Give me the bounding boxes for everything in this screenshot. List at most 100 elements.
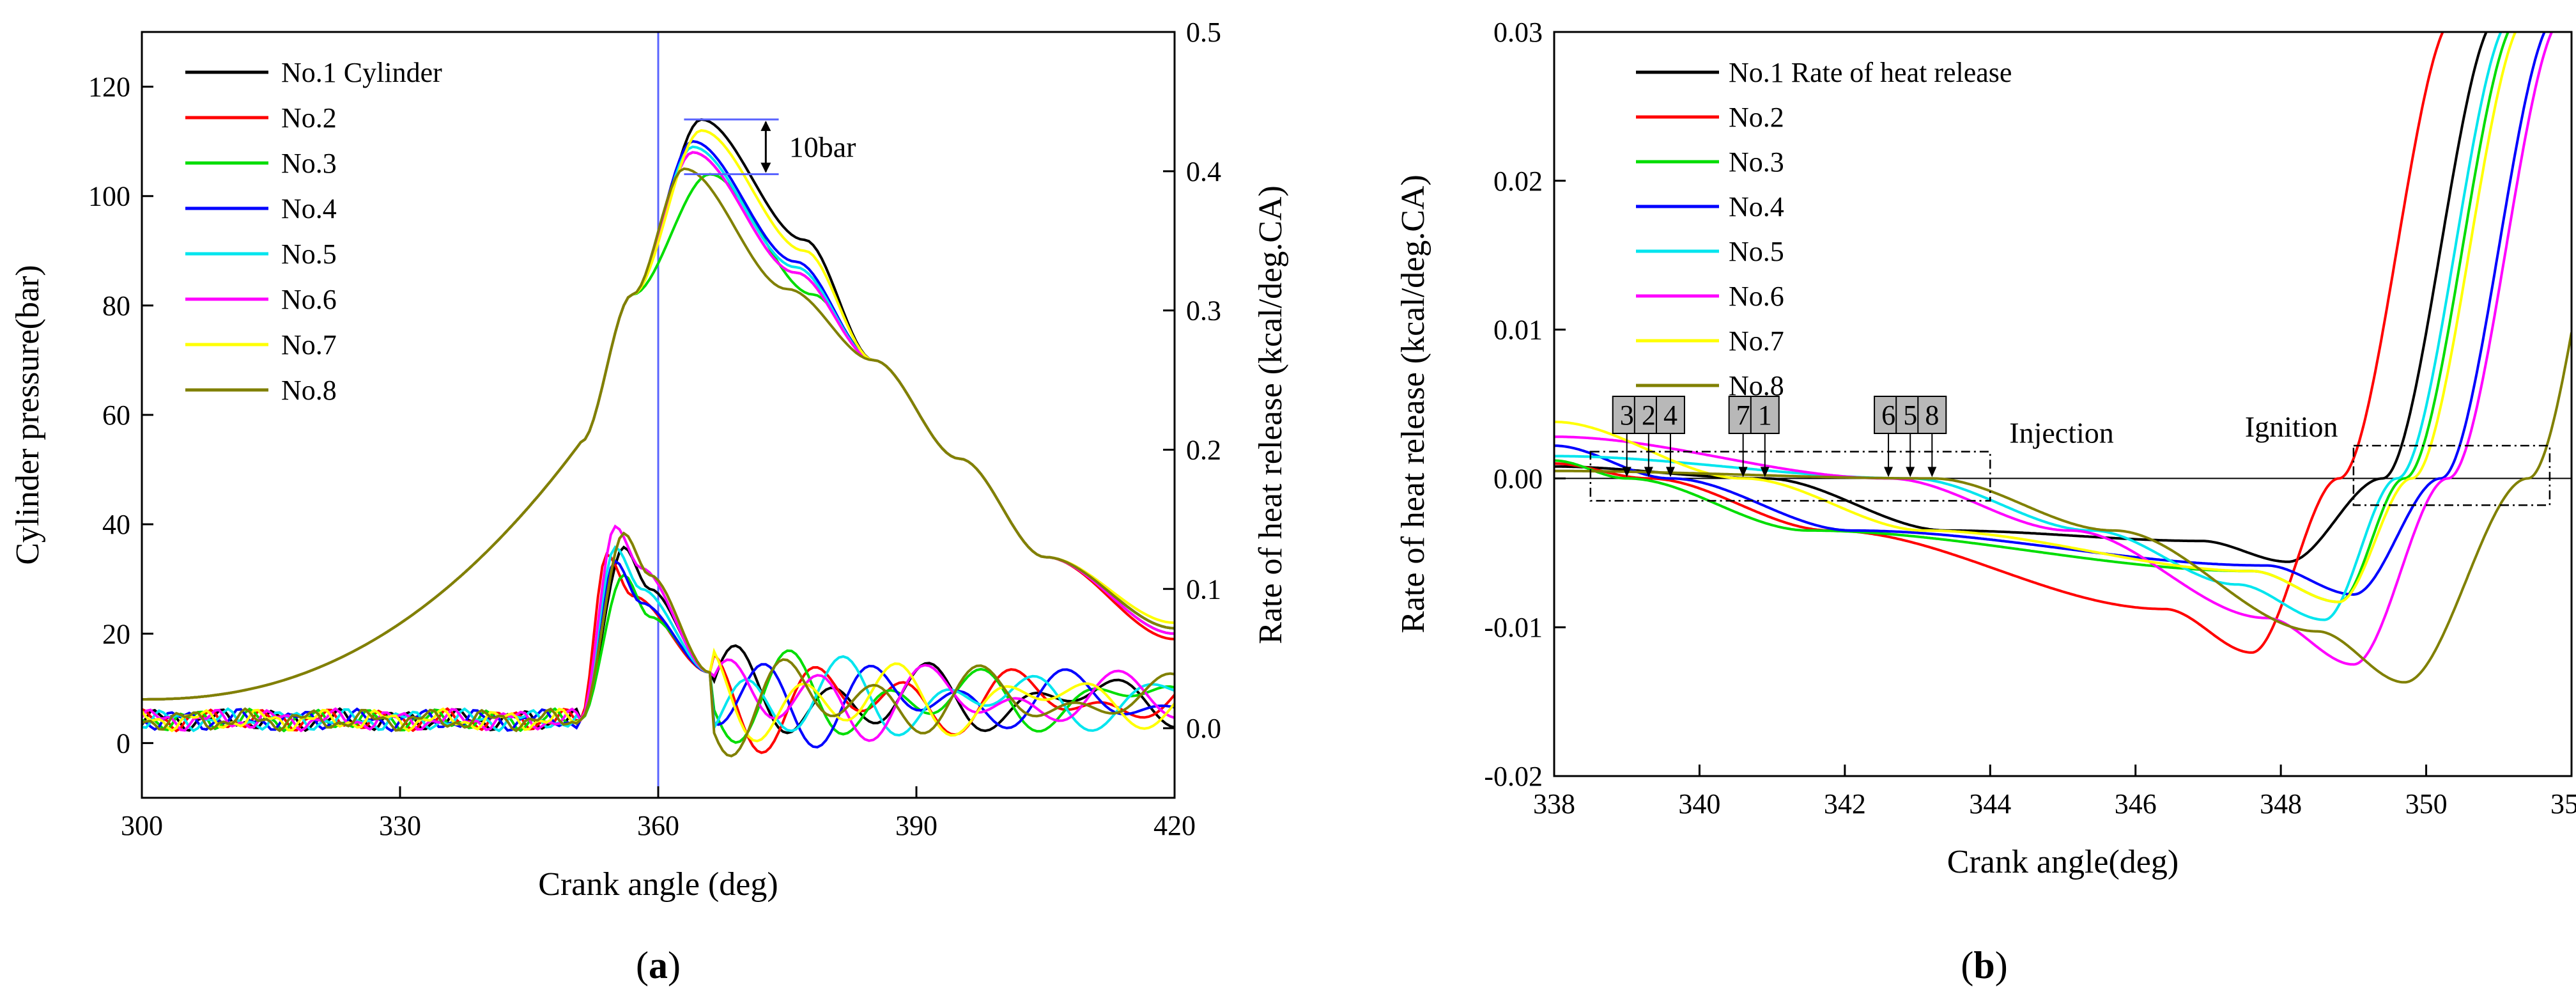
chart-b-marker-box-4 <box>1655 396 1685 434</box>
chart-b-marker-arrowhead-3 <box>1622 467 1631 478</box>
chart-b-xtick-label: 348 <box>2260 788 2302 820</box>
chart-b-marker-label-5: 5 <box>1903 400 1917 431</box>
chart-a-legend-label-6: No.6 <box>281 284 337 315</box>
chart-a-xtick-label: 300 <box>121 810 163 841</box>
chart-b-xtick-label: 342 <box>1824 788 1866 820</box>
chart-a-xlabel: Crank angle (deg) <box>538 866 778 903</box>
chart-a-ytick-label: 100 <box>88 181 130 212</box>
chart-b-legend-label-2: No.2 <box>1729 102 1784 133</box>
chart-b-hrr-line-5 <box>1554 32 2503 621</box>
chart-b-legend-label-1: No.1 Rate of heat release <box>1729 57 2012 88</box>
chart-b-ytick-label: 0.00 <box>1493 463 1543 494</box>
chart-a: 10bar 300 330 360 390 420 0 20 40 60 80 100 120 0.0 0… <box>10 17 1289 986</box>
chart-b-marker-arrowhead-5 <box>1906 467 1915 478</box>
chart-b-plot-area <box>1554 32 2572 684</box>
chart-b-region-box-2 <box>2352 444 2551 506</box>
chart-a-hrr-line-8 <box>142 531 1175 758</box>
chart-b-marker-label-8: 8 <box>1925 400 1939 431</box>
chart-b-marker-label-3: 3 <box>1620 400 1634 431</box>
chart-b-ytick-label: 0.01 <box>1493 315 1543 346</box>
chart-a-ylabel: Cylinder pressure(bar) <box>10 265 46 564</box>
chart-b-xtick-label: 350 <box>2405 788 2448 820</box>
chart-b-hrr-line-2 <box>1554 32 2444 654</box>
chart-a-annot-arrow-head-up <box>760 120 771 131</box>
chart-b-legend-label-7: No.7 <box>1729 325 1784 357</box>
chart-a-ytick-label: 60 <box>102 400 130 431</box>
chart-b-legend-label-5: No.5 <box>1729 236 1784 267</box>
svg-text:(a): (a) <box>636 944 681 986</box>
chart-b-marker-label-1: 1 <box>1758 400 1772 431</box>
chart-b-marker-arrowhead-7 <box>1738 467 1748 478</box>
chart-b-marker-arrowhead-4 <box>1665 467 1675 478</box>
svg-text:(b): (b) <box>1961 944 2007 986</box>
chart-b-marker-label-7: 7 <box>1736 400 1750 431</box>
chart-a-xtick-label: 330 <box>379 810 421 841</box>
chart-a-ytick-label: 40 <box>102 509 130 540</box>
chart-b-ylabel: Rate of heat release (kcal/deg.CA) <box>1395 175 1431 634</box>
chart-b-region-label-1: Injection <box>2009 416 2114 449</box>
chart-b-hrr-line-7 <box>1554 32 2517 603</box>
chart-a-ytick-label: 80 <box>102 290 130 322</box>
chart-b-hrr-line-4 <box>1554 32 2546 596</box>
chart-b-marker-label-2: 2 <box>1642 400 1656 431</box>
chart-a-plot-area <box>142 32 1175 798</box>
chart-b-ytick-label: 0.03 <box>1493 17 1543 48</box>
chart-b-marker-box-8 <box>1917 396 1947 434</box>
chart-b-ytick-label: -0.01 <box>1484 612 1543 643</box>
chart-a-y2tick-label: 0.3 <box>1186 295 1221 327</box>
chart-b-xtick-label: 352 <box>2550 788 2576 820</box>
chart-b-xtick-label: 346 <box>2115 788 2157 820</box>
chart-b-hrr-line-1 <box>1554 32 2488 563</box>
chart-a-legend-label-5: No.5 <box>281 238 337 270</box>
chart-a-annot-arrow-head-down <box>760 162 771 173</box>
chart-b-marker-arrowhead-6 <box>1884 467 1893 478</box>
chart-b-ytick-label: -0.02 <box>1484 761 1543 792</box>
chart-b-marker-box-1 <box>1750 396 1780 434</box>
chart-a-y2tick-label: 0.4 <box>1186 156 1221 187</box>
chart-b-region-box-1 <box>1589 451 1991 502</box>
chart-b-xlabel: Crank angle(deg) <box>1947 844 2179 880</box>
chart-a-panel-label: (a) <box>636 944 681 986</box>
chart-a-annotations: 10bar <box>684 118 856 175</box>
chart-b-marker-label-6: 6 <box>1881 400 1895 431</box>
chart-a-ytick-label: 0 <box>116 727 130 759</box>
chart-b-marker-arrowhead-8 <box>1927 467 1937 478</box>
chart-a-annot-label: 10bar <box>789 131 856 164</box>
chart-b-legend-label-8: No.8 <box>1729 370 1784 401</box>
chart-b-xtick-label: 344 <box>1969 788 2011 820</box>
chart-b-hrr-line-3 <box>1554 32 2510 603</box>
chart-b-marker-label-4: 4 <box>1663 400 1677 431</box>
chart-a-legend: No.1 Cylinder No.2 No.3 No.4 No.5 No.6 No.7 No.… <box>185 57 442 406</box>
chart-b-xtick-label: 338 <box>1533 788 1575 820</box>
chart-a-ytick-label: 20 <box>102 618 130 649</box>
chart-b-region-label-2: Ignition <box>2245 410 2338 443</box>
chart-b-axes: 338340342344346348350352-0.02-0.010.000.… <box>1484 17 2576 820</box>
chart-a-hrr-line-1 <box>142 545 1175 735</box>
chart-b-frame <box>1553 31 2573 777</box>
chart-a-legend-label-8: No.8 <box>281 375 337 406</box>
chart-b-marker-arrowhead-2 <box>1644 467 1653 478</box>
chart-a-legend-label-4: No.4 <box>281 193 337 224</box>
chart-b-hrr-line-6 <box>1554 32 2554 666</box>
chart-a-y2tick-label: 0.2 <box>1186 434 1221 465</box>
chart-a-panel-letter: a <box>649 944 668 986</box>
chart-b: Injection Ignition 3 2 4 7 1 6 5 8 338 340 342 344 34… <box>1395 17 2576 986</box>
chart-b-legend-label-6: No.6 <box>1729 281 1784 312</box>
chart-b-marker-arrowhead-1 <box>1760 467 1770 478</box>
chart-a-hrr-line-5 <box>142 545 1175 737</box>
chart-b-hrr-line-8 <box>1554 332 2572 684</box>
chart-a-y2tick-label: 0.5 <box>1186 17 1221 48</box>
chart-a-legend-label-7: No.7 <box>281 329 337 361</box>
chart-b-panel-letter: b <box>1973 944 1994 986</box>
chart-b-annotations: Injection Ignition 3 2 4 7 1 6 5 8 <box>1589 396 2551 506</box>
chart-b-legend-label-3: No.3 <box>1729 146 1784 178</box>
chart-a-ytick-label: 120 <box>88 72 130 103</box>
chart-a-axes: 300 330 360 390 420 0 20 40 60 80 100 120 0.0 0.1 0.2 0… <box>88 17 1221 841</box>
chart-a-y2tick-label: 0.0 <box>1186 713 1221 744</box>
chart-a-y2tick-label: 0.1 <box>1186 573 1221 605</box>
chart-b-legend: No.1 Rate of heat release No.2 No.3 No.4 No.… <box>1636 57 2012 401</box>
chart-b-legend-label-4: No.4 <box>1729 191 1784 222</box>
chart-a-pressure-line-8 <box>142 167 1175 701</box>
chart-a-xtick-label: 420 <box>1153 810 1196 841</box>
